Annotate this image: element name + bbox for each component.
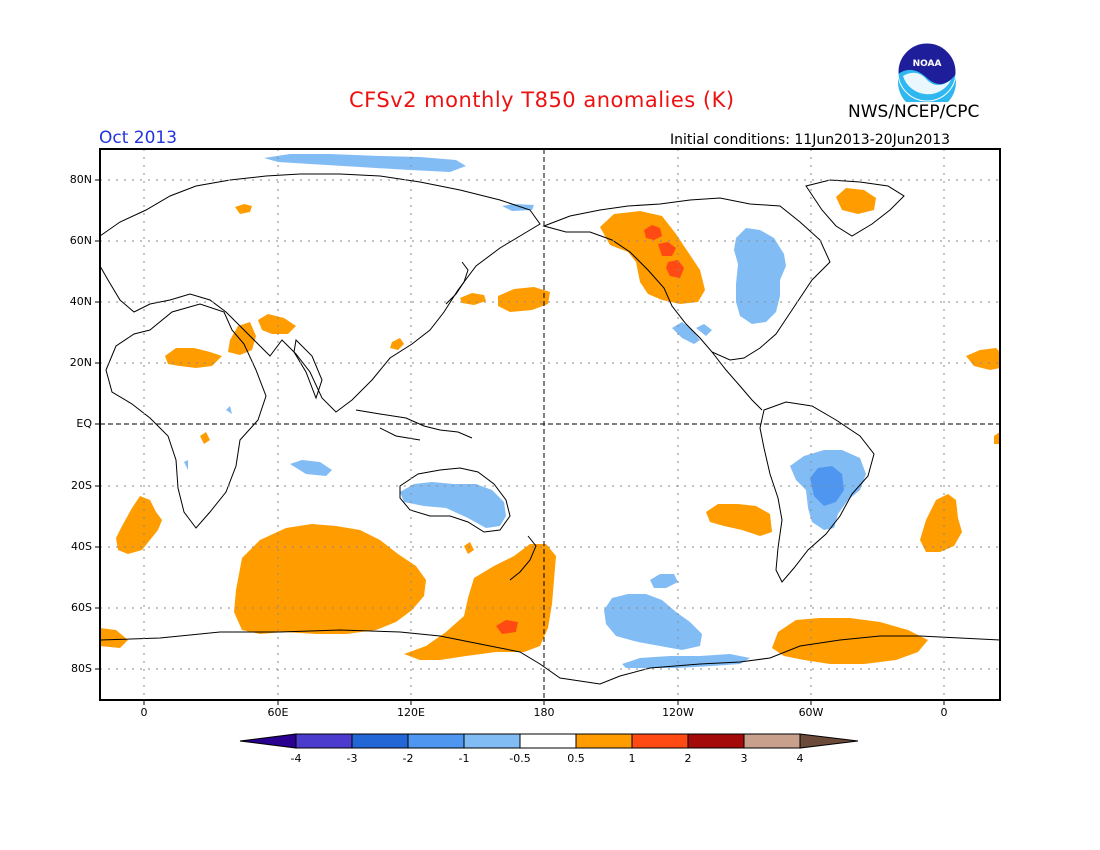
colorbar-label: 4 <box>796 752 804 765</box>
lat-label: 80S <box>71 662 92 675</box>
map-title: CFSv2 monthly T850 anomalies (K) <box>349 88 735 112</box>
coastlines <box>99 173 1001 685</box>
colorbar-bin <box>295 733 353 749</box>
colorbar <box>239 733 859 749</box>
lon-label: 120E <box>397 706 425 719</box>
lon-label: 60E <box>267 706 289 719</box>
strong-cool-anomalies <box>810 466 844 506</box>
lat-label: 20N <box>69 356 92 369</box>
colorbar-label: -2 <box>402 752 414 765</box>
graticule <box>100 149 1000 700</box>
colorbar-label: -0.5 <box>509 752 531 765</box>
colorbar-label: 3 <box>740 752 748 765</box>
cool-anomalies <box>184 154 866 668</box>
colorbar-bin <box>743 733 801 749</box>
colorbar-label: -3 <box>346 752 358 765</box>
lon-label: 60W <box>798 706 824 719</box>
lon-label: 0 <box>940 706 948 719</box>
colorbar-label: -4 <box>290 752 302 765</box>
reference-lines <box>100 149 1000 700</box>
colorbar-label: 0.5 <box>567 752 585 765</box>
lon-label: 120W <box>662 706 694 719</box>
colorbar-label: 1 <box>628 752 636 765</box>
lat-label: 80N <box>69 173 92 186</box>
lat-label: 40N <box>69 295 92 308</box>
colorbar-bin <box>463 733 521 749</box>
colorbar-high-arrow <box>799 733 859 749</box>
organization-label: NWS/NCEP/CPC <box>848 102 980 122</box>
colorbar-bin <box>407 733 465 749</box>
colorbar-bin <box>519 733 577 749</box>
lat-label: EQ <box>76 417 92 430</box>
lat-label: 20S <box>71 479 92 492</box>
colorbar-bin <box>575 733 633 749</box>
lat-label: 60S <box>71 601 92 614</box>
colorbar-low-arrow <box>239 733 297 749</box>
lon-label: 0 <box>140 706 148 719</box>
colorbar-bin <box>351 733 409 749</box>
colorbar-bin <box>687 733 745 749</box>
initial-conditions: Initial conditions: 11Jun2013-20Jun2013 <box>670 132 951 148</box>
lon-label: 180 <box>533 706 555 719</box>
lat-label: 40S <box>71 540 92 553</box>
tick-marks <box>95 179 945 705</box>
noaa-logo-icon: NOAA <box>897 42 957 102</box>
strong-warm-anomalies <box>496 225 684 634</box>
colorbar-label: -1 <box>458 752 470 765</box>
lat-label: 60N <box>69 234 92 247</box>
forecast-month: Oct 2013 <box>99 128 178 148</box>
colorbar-label: 2 <box>684 752 692 765</box>
logo-text: NOAA <box>913 59 942 69</box>
colorbar-bin <box>631 733 689 749</box>
